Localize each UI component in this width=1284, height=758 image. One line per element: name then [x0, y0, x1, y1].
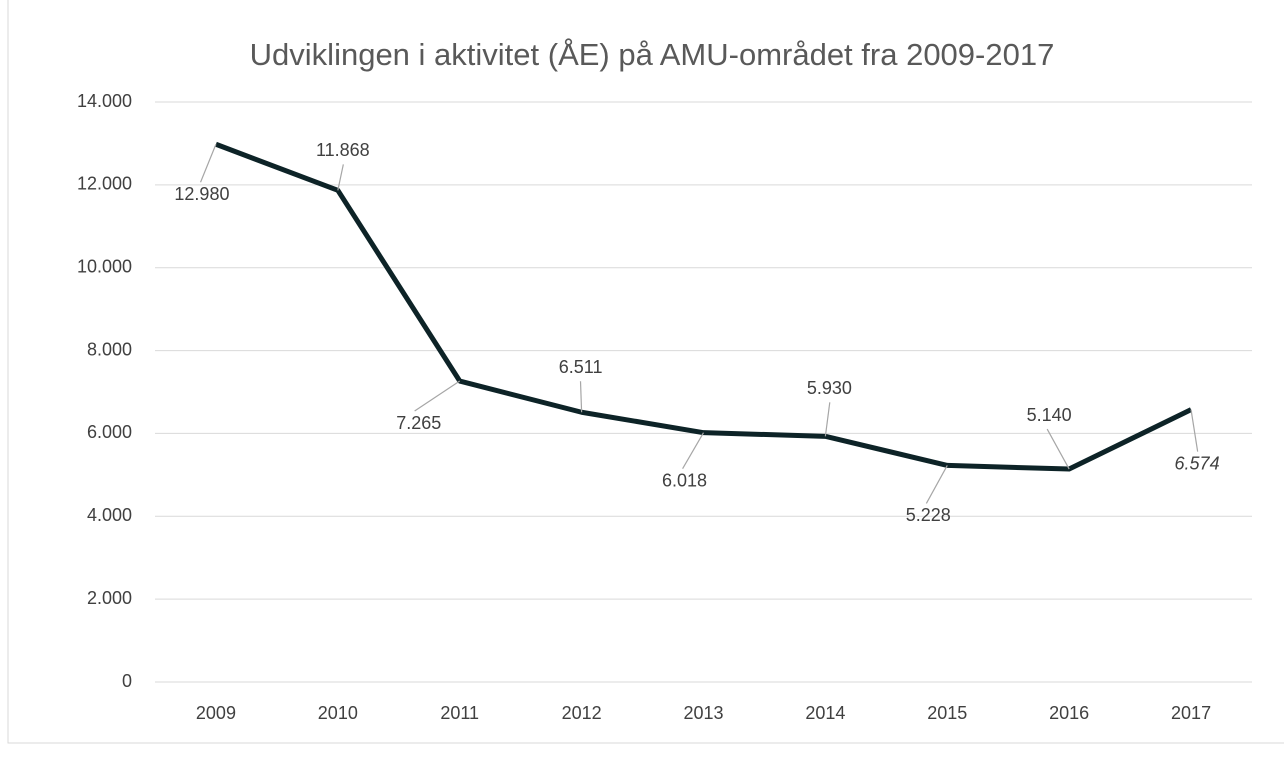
y-tick-label: 8.000: [87, 339, 132, 359]
data-label: 11.868: [316, 140, 370, 160]
leader-line: [925, 465, 948, 504]
x-tick-label: 2016: [1049, 703, 1089, 723]
data-label: 12.980: [174, 184, 229, 204]
x-tick-label: 2011: [440, 703, 479, 723]
y-tick-label: 4.000: [87, 505, 132, 525]
y-tick-label: 12.000: [77, 174, 132, 194]
leader-line: [1046, 428, 1070, 470]
data-label: 7.265: [396, 413, 441, 433]
leader-line: [1190, 409, 1199, 452]
x-tick-label: 2014: [805, 703, 845, 723]
chart-title: Udviklingen i aktivitet (ÅE) på AMU-områ…: [250, 37, 1055, 72]
leader-line: [682, 432, 705, 469]
x-tick-label: 2010: [318, 703, 358, 723]
data-label: 6.018: [662, 470, 707, 490]
x-tick-label: 2013: [683, 703, 723, 723]
x-tick-label: 2017: [1171, 703, 1211, 723]
x-tick-label: 2012: [562, 703, 602, 723]
y-tick-label: 6.000: [87, 422, 132, 442]
leader-line: [199, 144, 217, 183]
data-label: 6.574: [1175, 453, 1220, 473]
x-tick-label: 2015: [927, 703, 967, 723]
x-tick-label: 2009: [196, 703, 236, 723]
y-tick-label: 10.000: [77, 256, 132, 276]
data-label: 6.511: [559, 357, 603, 377]
y-tick-label: 2.000: [87, 588, 132, 608]
data-label: 5.228: [906, 505, 951, 525]
data-label: 5.930: [807, 378, 852, 398]
leader-line: [337, 164, 344, 191]
chart-border: [7, 0, 1284, 744]
leader-line: [824, 402, 831, 437]
y-tick-label: 14.000: [77, 91, 132, 111]
leader-line: [414, 380, 461, 412]
y-tick-label: 0: [122, 671, 132, 691]
data-label: 5.140: [1027, 405, 1072, 425]
leader-line: [579, 381, 583, 413]
